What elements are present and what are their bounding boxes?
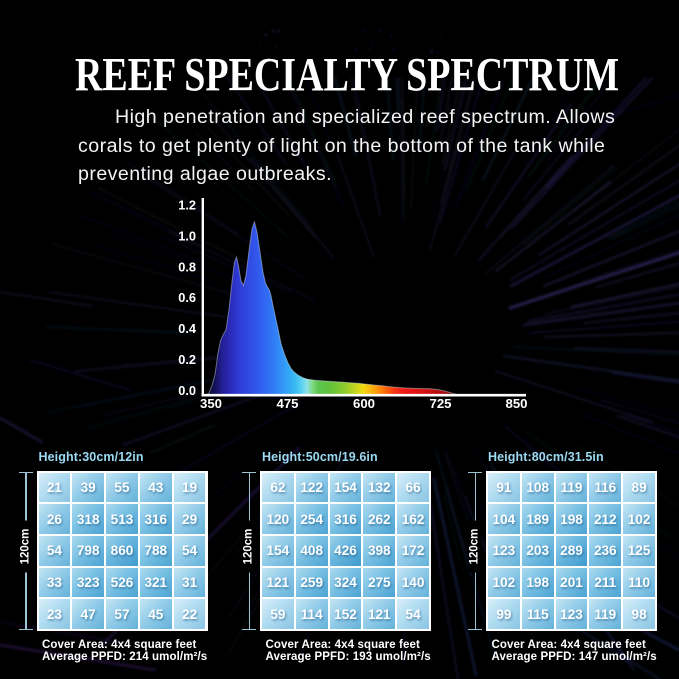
svg-text:1.2: 1.2 [178, 198, 196, 213]
svg-text:850: 850 [505, 396, 527, 411]
svg-text:1.0: 1.0 [178, 228, 196, 243]
svg-text:0.6: 0.6 [178, 290, 196, 305]
svg-text:0.8: 0.8 [178, 259, 196, 274]
svg-text:475: 475 [276, 396, 298, 411]
svg-text:0.2: 0.2 [178, 352, 196, 367]
svg-text:725: 725 [429, 396, 451, 411]
svg-text:0.4: 0.4 [178, 321, 197, 336]
svg-text:600: 600 [353, 396, 375, 411]
svg-text:0.0: 0.0 [178, 383, 196, 398]
svg-text:350: 350 [200, 396, 222, 411]
